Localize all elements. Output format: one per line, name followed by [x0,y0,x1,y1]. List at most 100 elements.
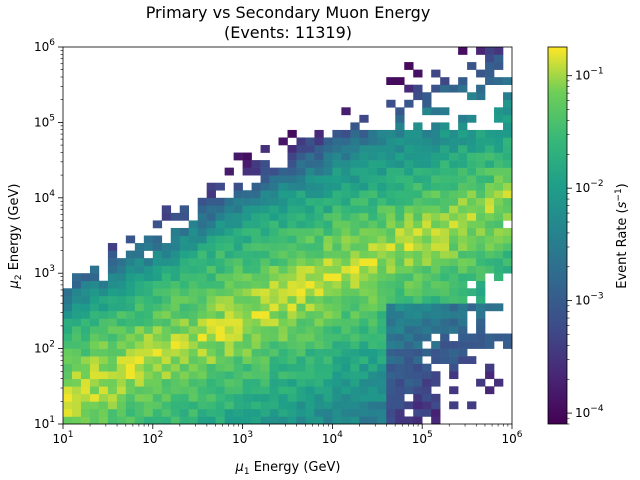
heatmap-cell [476,318,486,327]
heatmap-cell [350,356,360,364]
heatmap-cell [251,386,261,395]
heatmap-cell [404,348,414,357]
heatmap-cell [440,250,450,259]
heatmap-cell [161,416,172,425]
heatmap-cell [89,325,100,334]
heatmap-cell [278,386,288,395]
heatmap-cell [386,273,396,282]
heatmap-cell [305,265,315,274]
x-axis-ticks: 101 102 103 104 105 106 [52,424,523,446]
heatmap-cell [296,356,306,364]
heatmap-cell [395,235,405,244]
heatmap-cell [422,333,432,342]
heatmap-cell [332,348,342,357]
heatmap-cell [242,295,252,304]
heatmap-cell [206,408,216,417]
heatmap-cell [224,303,234,312]
heatmap-cell [206,212,216,221]
heatmap-cell [467,175,477,184]
heatmap-cell [296,258,306,266]
heatmap-cell [269,250,279,259]
heatmap-cell [152,401,163,410]
heatmap-cell [323,416,333,425]
heatmap-cell [413,182,423,191]
heatmap-cell [71,378,82,387]
heatmap-cell [233,212,243,221]
heatmap-cell [305,348,315,357]
heatmap-cell [125,333,136,342]
heatmap-cell [485,220,495,229]
heatmap-cell [287,356,297,364]
heatmap-cell [179,227,190,236]
heatmap-cell [440,341,450,349]
heatmap-cell [278,363,288,372]
heatmap-cell [440,318,450,327]
heatmap-cell [206,235,216,244]
heatmap-cell [278,295,288,304]
heatmap-cell [188,408,198,417]
heatmap-cell [170,333,181,342]
heatmap-cell [359,137,369,146]
heatmap-cell [377,273,387,282]
heatmap-cell [323,152,333,161]
heatmap-cell [422,99,432,108]
heatmap-cell [224,310,234,319]
heatmap-cell [341,107,351,116]
heatmap-cell [278,258,288,266]
heatmap-cell [431,318,441,327]
heatmap-cell [89,348,100,357]
heatmap-cell [269,318,279,327]
heatmap-cell [377,197,387,206]
heatmap-cell [386,167,396,176]
heatmap-cell [458,212,468,221]
heatmap-cell [71,401,82,410]
heatmap-cell [179,371,190,380]
heatmap-cell [305,356,315,364]
heatmap-cell [305,175,315,184]
heatmap-cell [63,310,73,319]
heatmap-cell [89,295,100,304]
heatmap-cell [332,258,342,266]
heatmap-cell [350,212,360,221]
heatmap-cell [107,363,118,372]
heatmap-cell [395,303,405,312]
heatmap-cell [251,167,261,176]
heatmap-cell [323,356,333,364]
heatmap-cell [431,212,441,221]
heatmap-cell [359,401,369,410]
heatmap-cell [368,295,378,304]
heatmap-cell [494,243,504,251]
heatmap-cell [314,205,324,214]
heatmap-cell [440,235,450,244]
heatmap-cell [377,393,387,402]
heatmap-cell [125,280,136,289]
heatmap-cell [152,341,163,349]
heatmap-cell [404,378,414,387]
heatmap-cell [359,363,369,372]
heatmap-cell [224,273,234,282]
heatmap-cell [431,69,441,78]
heatmap-cell [134,295,145,304]
heatmap-cell [386,363,396,372]
heatmap-cell [161,318,172,327]
heatmap-cell [260,288,270,297]
heatmap-cell [494,250,504,259]
heatmap-cell [368,152,378,161]
heatmap-cell [278,167,288,176]
heatmap-cell [467,220,477,229]
heatmap-cell [449,175,459,184]
heatmap-cell [449,235,459,244]
heatmap-cell [422,273,432,282]
heatmap-cell [197,265,207,274]
heatmap-cell [152,356,163,364]
heatmap-cell [80,288,91,297]
heatmap-cell [458,303,468,312]
heatmap-cell [422,212,432,221]
heatmap-cell [197,227,207,236]
heatmap-cell [476,280,486,289]
heatmap-cell [305,295,315,304]
heatmap-cell [332,356,342,364]
heatmap-cell [188,348,198,357]
heatmap-cell [215,416,225,425]
heatmap-cell [215,235,225,244]
